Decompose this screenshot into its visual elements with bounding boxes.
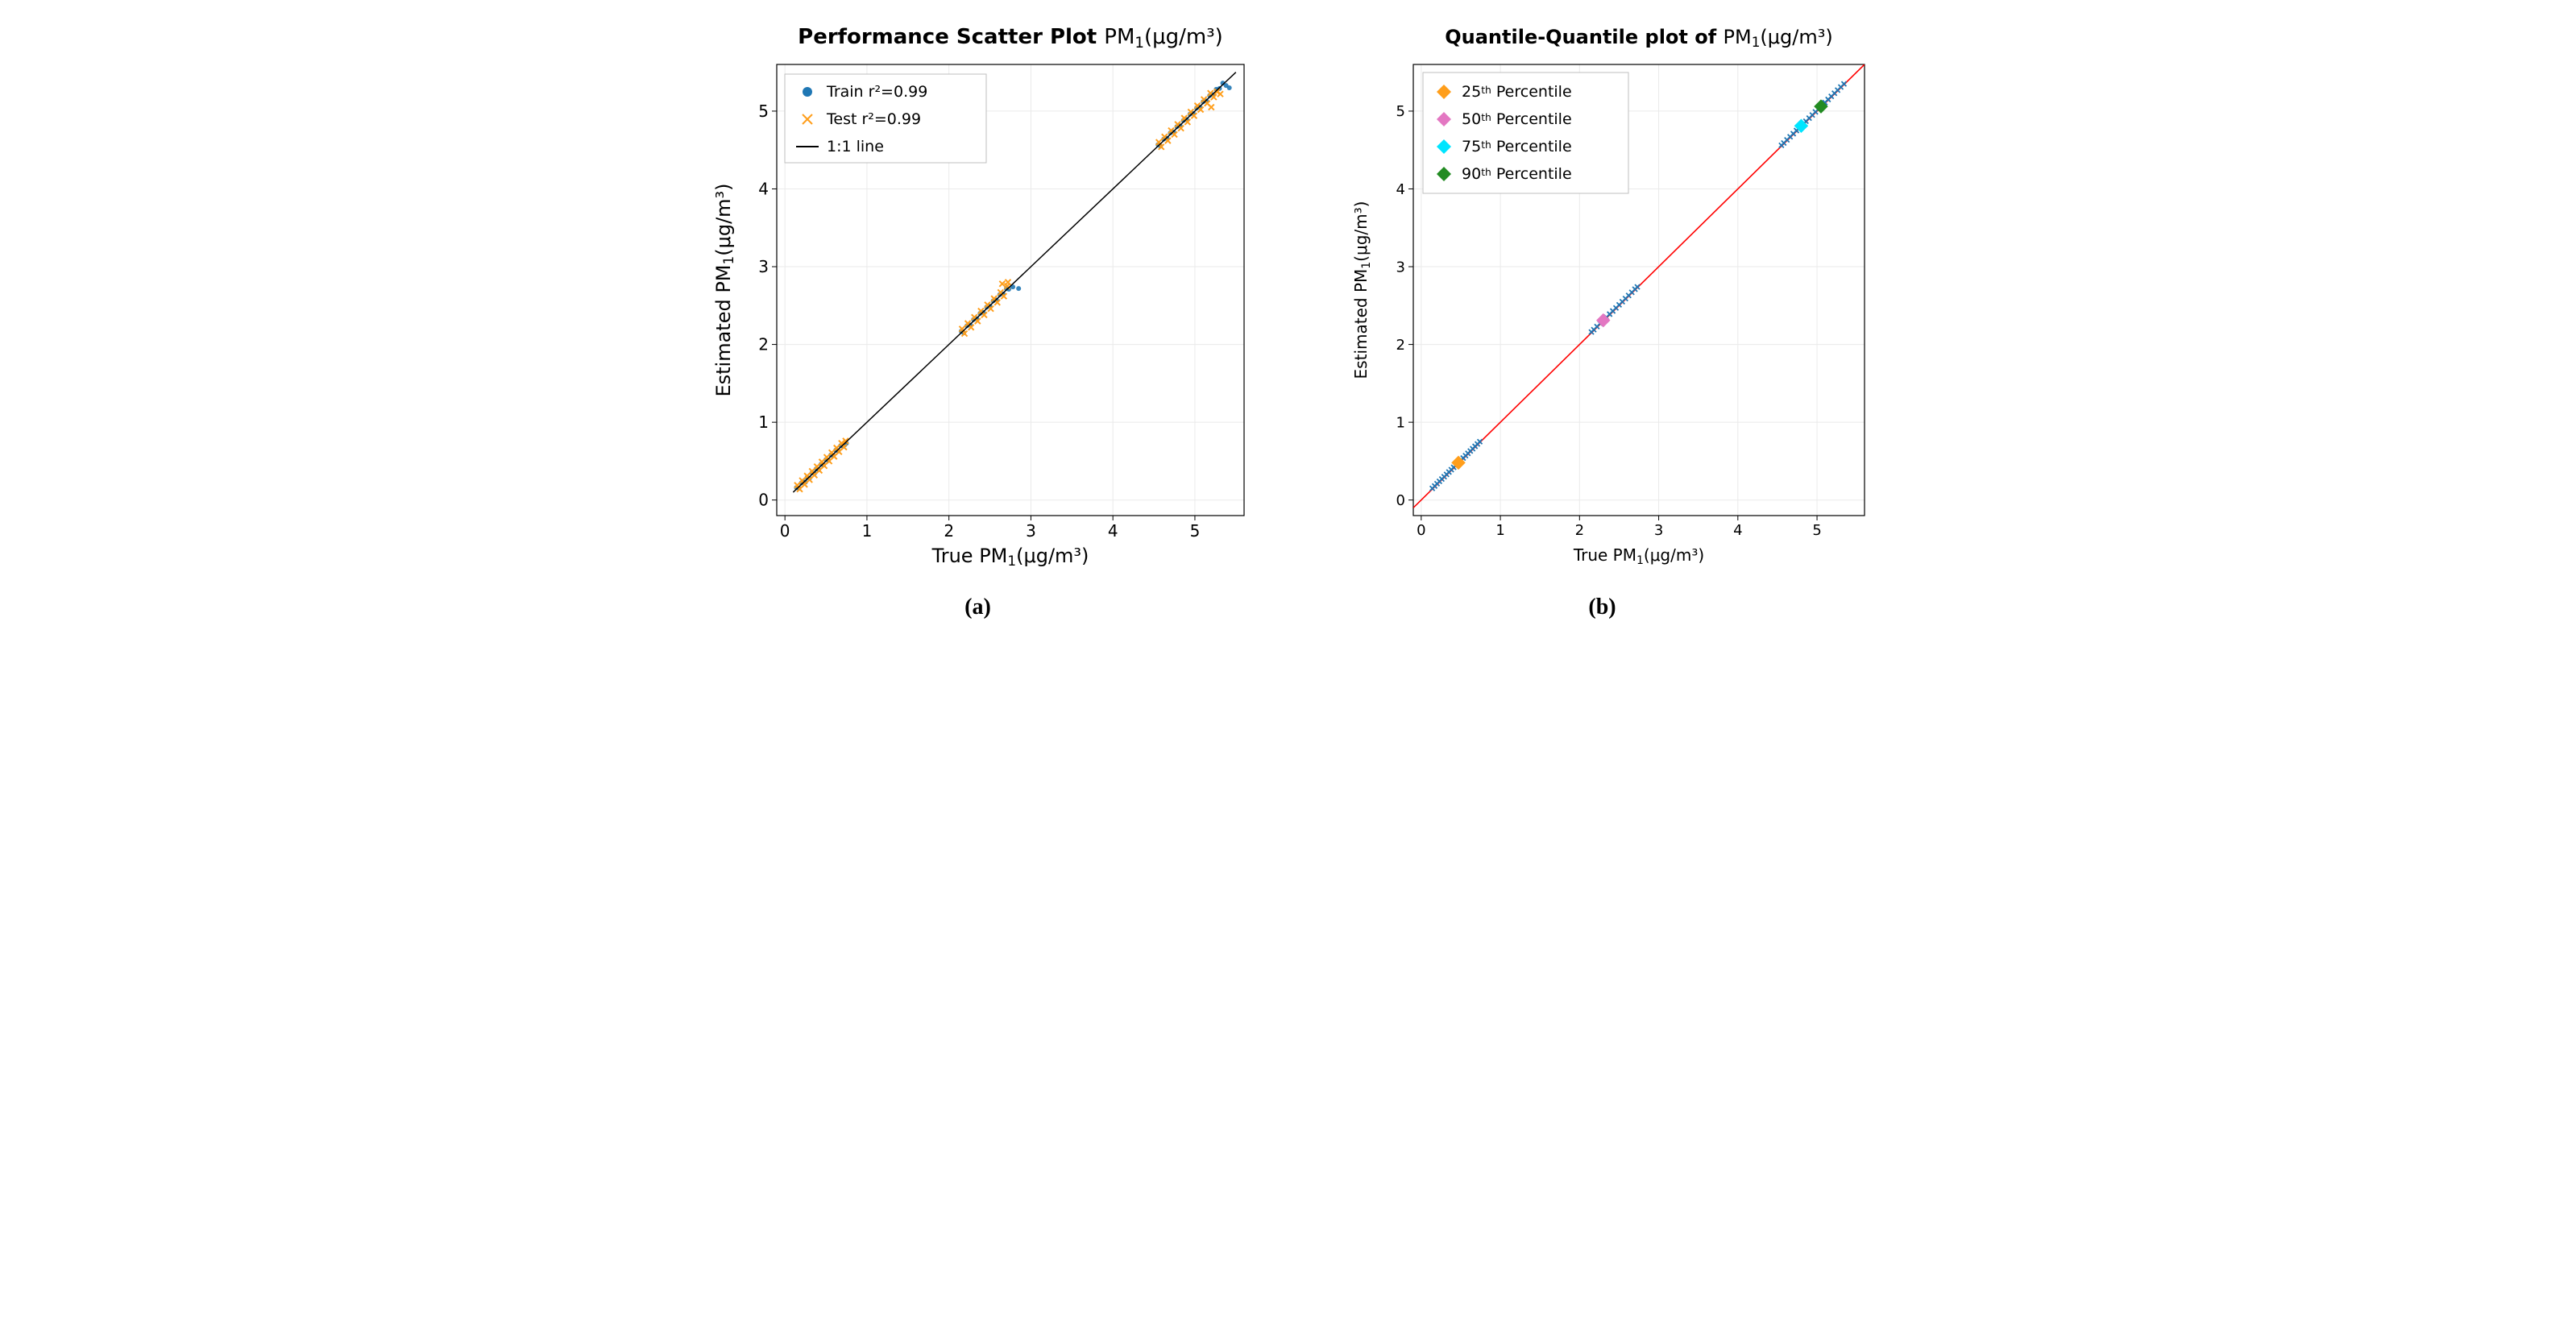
svg-text:5: 5: [1189, 521, 1200, 541]
svg-text:1: 1: [758, 412, 769, 432]
svg-text:2: 2: [944, 521, 954, 541]
panel-b: Quantile-Quantile plot of PM1(μg/m³) 0 1 2 3…: [1317, 16, 1889, 620]
svg-text:0: 0: [1396, 492, 1404, 509]
svg-text:3: 3: [1396, 259, 1404, 276]
svg-text:Test r²=0.99: Test r²=0.99: [826, 110, 921, 128]
panel-a-caption: (a): [964, 595, 991, 620]
qq-chart-b: Quantile-Quantile plot of PM1(μg/m³) 0 1 2 3…: [1317, 16, 1889, 580]
svg-text:2: 2: [758, 335, 769, 354]
svg-text:0: 0: [1417, 522, 1425, 539]
svg-text:3: 3: [1026, 521, 1036, 541]
svg-text:Quantile-Quantile plot of PM1(: Quantile-Quantile plot of PM1(μg/m³): [1445, 26, 1832, 50]
figure-row: Performance Scatter Plot PM1(μg/m³) 0 1 2 3 4…: [688, 16, 1889, 620]
svg-text:1: 1: [1396, 414, 1404, 431]
svg-text:5: 5: [1396, 103, 1404, 120]
svg-text:4: 4: [1107, 521, 1118, 541]
svg-text:0: 0: [758, 491, 769, 510]
svg-text:Estimated PM1(μg/m³): Estimated PM1(μg/m³): [1351, 201, 1373, 379]
svg-text:1:1 line: 1:1 line: [827, 138, 884, 155]
panel-b-caption: (b): [1588, 595, 1616, 620]
svg-text:1: 1: [1495, 522, 1504, 539]
svg-text:Estimated PM1(μg/m³): Estimated PM1(μg/m³): [712, 183, 736, 396]
svg-text:75th Percentile: 75th Percentile: [1462, 138, 1572, 155]
svg-text:25th Percentile: 25th Percentile: [1462, 83, 1572, 101]
svg-text:4: 4: [758, 179, 769, 198]
svg-text:1: 1: [861, 521, 872, 541]
panel-a: Performance Scatter Plot PM1(μg/m³) 0 1 2 3 4…: [688, 16, 1268, 620]
svg-text:4: 4: [1733, 522, 1742, 539]
svg-text:5: 5: [758, 102, 769, 121]
svg-text:50th Percentile: 50th Percentile: [1462, 110, 1572, 128]
svg-text:2: 2: [1574, 522, 1583, 539]
svg-text:2: 2: [1396, 337, 1404, 354]
svg-text:90th Percentile: 90th Percentile: [1462, 165, 1572, 183]
scatter-chart-a: Performance Scatter Plot PM1(μg/m³) 0 1 2 3 4…: [688, 16, 1268, 580]
svg-text:True PM1(μg/m³): True PM1(μg/m³): [931, 545, 1089, 569]
svg-text:Train r²=0.99: Train r²=0.99: [826, 83, 927, 101]
svg-text:4: 4: [1396, 181, 1404, 198]
svg-text:Performance Scatter Plot PM1(μ: Performance Scatter Plot PM1(μg/m³): [798, 25, 1223, 52]
svg-text:0: 0: [779, 521, 790, 541]
svg-text:3: 3: [1653, 522, 1662, 539]
svg-text:5: 5: [1812, 522, 1821, 539]
svg-text:True PM1(μg/m³): True PM1(μg/m³): [1572, 545, 1703, 567]
svg-text:3: 3: [758, 257, 769, 276]
